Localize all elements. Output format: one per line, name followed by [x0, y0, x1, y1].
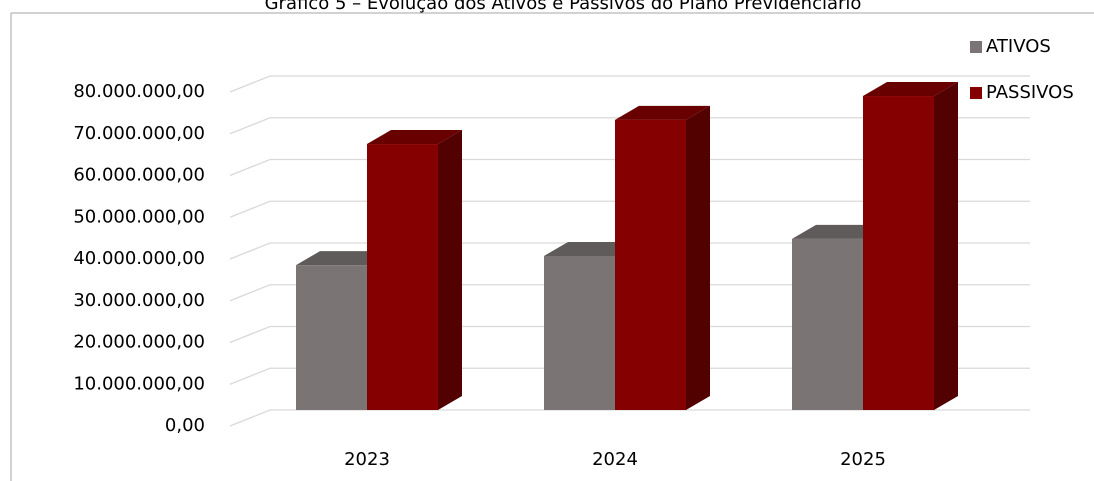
x-tick-label: 2025 [840, 449, 886, 470]
bar-top [863, 82, 958, 97]
legend-label: PASSIVOS [986, 82, 1074, 103]
grid-line [229, 284, 1030, 302]
grid-line [229, 409, 1030, 427]
legend-swatch [970, 41, 982, 53]
legend-swatch [970, 87, 982, 99]
bar-top [367, 130, 462, 145]
bar-side [686, 105, 710, 411]
bar-front [296, 265, 367, 410]
bar-front [792, 238, 863, 410]
chart-title: Gráfico 5 – Evolução dos Ativos e Passiv… [265, 0, 862, 14]
bar-front [615, 119, 686, 411]
y-tick-label: 40.000.000,00 [73, 248, 205, 269]
legend-label: ATIVOS [986, 36, 1051, 57]
bar-front [863, 96, 934, 410]
y-tick-label: 30.000.000,00 [73, 290, 205, 311]
y-tick-label: 0,00 [165, 415, 205, 436]
bar [863, 82, 958, 410]
bar-top [615, 105, 710, 120]
bar-front [544, 255, 615, 410]
grid-line [229, 200, 1030, 218]
grid-line [229, 325, 1030, 344]
y-tick-label: 20.000.000,00 [73, 332, 205, 353]
bar-front [367, 144, 438, 411]
grid-line [229, 75, 1030, 93]
grid-line [229, 158, 1030, 177]
y-tick-label: 10.000.000,00 [73, 373, 205, 394]
bar-side [438, 130, 462, 411]
x-tick-label: 2024 [592, 449, 638, 470]
y-tick-label: 60.000.000,00 [73, 165, 205, 186]
grid-line [229, 117, 1030, 135]
y-tick-label: 50.000.000,00 [73, 206, 205, 227]
bar [615, 105, 710, 411]
bar [367, 130, 462, 411]
bar-side [934, 82, 958, 410]
y-tick-label: 80.000.000,00 [73, 81, 205, 102]
x-tick-label: 2023 [344, 449, 390, 470]
grid-line [229, 367, 1030, 385]
y-tick-label: 70.000.000,00 [73, 123, 205, 144]
grid-line [229, 242, 1030, 260]
